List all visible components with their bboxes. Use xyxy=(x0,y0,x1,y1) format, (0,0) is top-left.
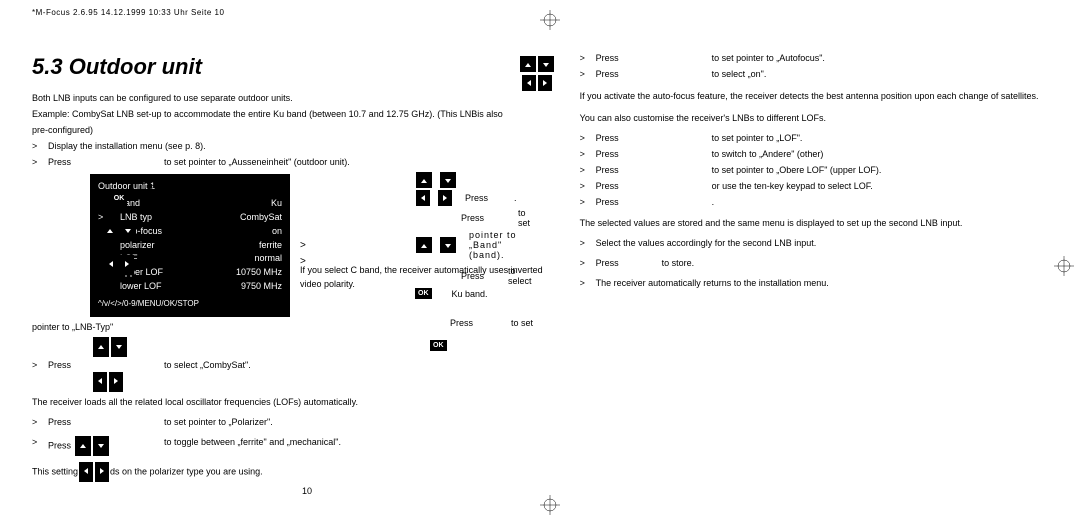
inline-icons-2 xyxy=(92,372,550,392)
menu-side-controls: > > OK xyxy=(90,174,148,275)
step-press-ausseneinheit: >Pressto set pointer to „Ausseneinheit" … xyxy=(32,156,550,170)
receiver-loads-lof: The receiver loads all the related local… xyxy=(32,396,550,410)
step-store: >Pressto store. xyxy=(580,257,1048,271)
customise-para: You can also customise the receiver's LN… xyxy=(580,112,1048,126)
inline-icons-1 xyxy=(92,337,550,357)
step-display-menu: >Display the installation menu (see p. 8… xyxy=(32,140,550,154)
left-icon xyxy=(104,255,118,275)
step-select-second: >Select the values accordingly for the s… xyxy=(580,237,1048,251)
step-upper-lof: >Pressto set pointer to „Obere LOF" (upp… xyxy=(580,164,1048,178)
step-select-on: >Pressto select „on". xyxy=(580,68,1048,82)
menu-footer: ^/v/</>/0-9/MENU/OK/STOP xyxy=(98,298,282,310)
press-to-set: Pressto set xyxy=(450,318,533,328)
step-polarizer: >Pressto set pointer to „Polarizer". xyxy=(32,416,550,430)
setting-depends: This settingds on the polarizer type you… xyxy=(32,462,550,482)
menu-row: lower LOF9750 MHz xyxy=(98,280,282,294)
step-andere: >Pressto switch to „Andere" (other) xyxy=(580,148,1048,162)
return-para: >The receiver automatically returns to t… xyxy=(580,277,1048,291)
crop-mark-top xyxy=(540,10,560,30)
print-header: *M-Focus 2.6.95 14.12.1999 10:33 Uhr Sei… xyxy=(32,8,224,17)
step-select-combysat: >Pressto select „CombySat". xyxy=(32,359,550,373)
ok-icon: OK xyxy=(111,192,128,207)
crop-mark-right xyxy=(1054,256,1074,276)
step-autofocus: >Pressto set pointer to „Autofocus". xyxy=(580,52,1048,66)
intro-text: Both LNB inputs can be configured to use… xyxy=(32,92,550,106)
c-band-note: If you select C band, the receiver autom… xyxy=(300,264,550,291)
step-tenkey: >Pressor use the ten-key keypad to selec… xyxy=(580,180,1048,194)
autofocus-para: If you activate the auto-focus feature, … xyxy=(580,90,1048,104)
right-icon xyxy=(120,255,134,275)
example-text: Example: CombySat LNB set-up to accommod… xyxy=(32,108,550,122)
stored-para: The selected values are stored and the s… xyxy=(580,217,1048,231)
page-number: 10 xyxy=(302,485,312,499)
section-title: 5.3 Outdoor unit xyxy=(32,50,550,84)
up-icon xyxy=(102,221,118,241)
ok-icon-mid: OK xyxy=(430,340,447,351)
step-lof: >Pressto set pointer to „LOF". xyxy=(580,132,1048,146)
example-cont: pre-configured) xyxy=(32,124,550,138)
right-column: >Pressto set pointer to „Autofocus". >Pr… xyxy=(580,50,1048,501)
step-toggle-ferrite: >Press to toggle between „ferrite" and „… xyxy=(32,436,550,456)
down-icon xyxy=(120,221,136,241)
step-press-dot: >Press. xyxy=(580,196,1048,210)
